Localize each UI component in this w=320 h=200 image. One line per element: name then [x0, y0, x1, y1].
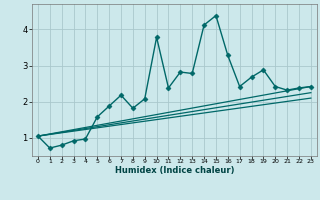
X-axis label: Humidex (Indice chaleur): Humidex (Indice chaleur) [115, 166, 234, 175]
